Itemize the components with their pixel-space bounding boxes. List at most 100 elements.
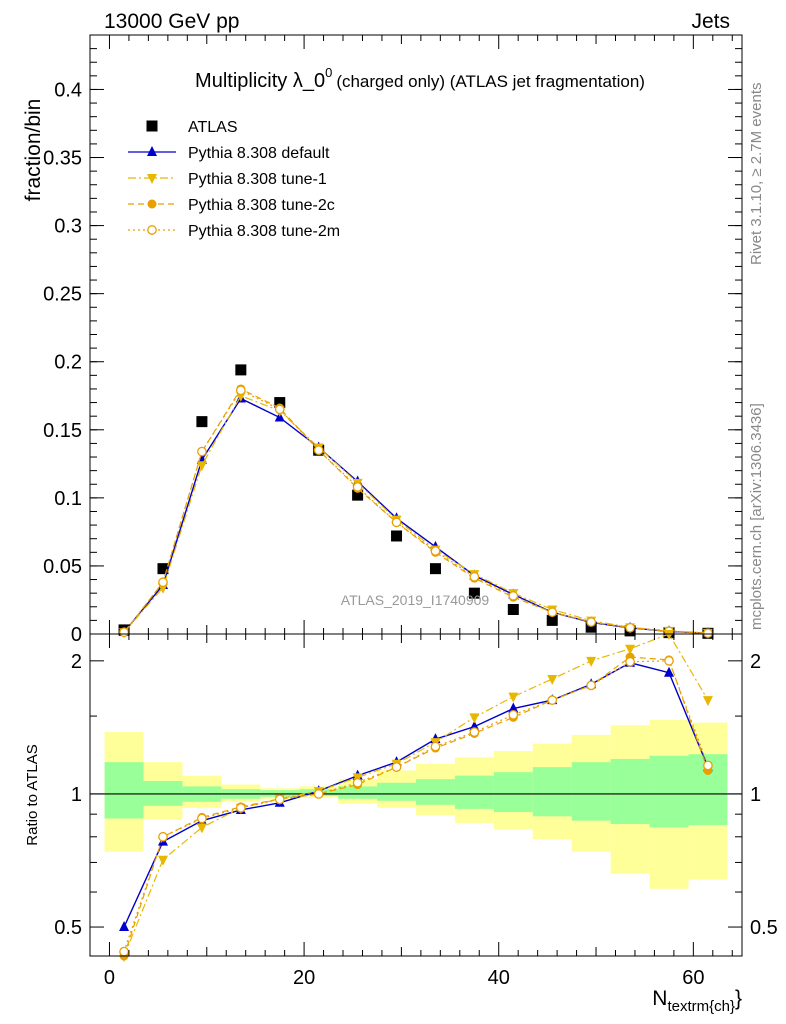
data-point (235, 364, 247, 376)
data-point (429, 563, 441, 575)
analysis-watermark: ATLAS_2019_I1740909 (341, 592, 490, 608)
legend-label: Pythia 8.308 tune-2c (188, 197, 335, 214)
y-tick-label: 2 (71, 651, 82, 673)
y-tick-label: 1 (71, 784, 82, 806)
header-left-label: 13000 GeV pp (104, 10, 239, 33)
data-point (430, 546, 441, 556)
data-point (586, 617, 597, 627)
legend-label: Pythia 8.308 default (188, 145, 330, 162)
data-point (664, 630, 675, 640)
data-point (391, 517, 402, 528)
uncertainty-band-green (338, 786, 378, 799)
data-point (196, 823, 207, 834)
data-point (508, 702, 519, 713)
series-line (123, 633, 709, 957)
ratio-x-axis: 0 20 40 60 (104, 634, 733, 989)
data-point (430, 741, 441, 752)
data-point (625, 622, 635, 633)
data-point (585, 621, 597, 633)
x-tick-label: 60 (682, 967, 704, 989)
data-point (469, 713, 480, 724)
y-tick-label: 0.15 (43, 420, 82, 442)
legend-item: Pythia 8.308 default (128, 145, 330, 162)
uncertainty-band-green (571, 762, 611, 821)
main-title-main: Multiplicity λ_0 (195, 70, 325, 92)
y-tick-label: 0.1 (54, 488, 82, 510)
series-line (123, 660, 709, 952)
y-tick-label: 0.2 (54, 352, 82, 374)
y-tick-label-right: 0.5 (750, 917, 778, 939)
ratio-panel: 0.5 0.5 1 1 2 2 0 20 40 60 Ratio to ATLAS Ntextr… (24, 630, 778, 1015)
data-point (196, 416, 208, 428)
ratio-y-axis-label: Ratio to ATLAS (24, 744, 41, 845)
data-point (703, 628, 713, 639)
y-tick-label: 0.3 (54, 216, 82, 238)
y-tick-label: 0.4 (54, 79, 82, 101)
data-point (352, 777, 363, 788)
data-point (547, 695, 558, 705)
uncertainty-band-green (610, 758, 650, 825)
data-point (197, 446, 207, 457)
data-point (469, 727, 480, 737)
x-axis-label-main: N (652, 987, 667, 1010)
main-panel: 0 0.05 0.1 0.15 0.2 0.25 0.3 0.35 0.4 fraction/b… (22, 34, 743, 646)
main-plot-area (118, 364, 714, 639)
data-point (274, 397, 286, 409)
data-point (664, 655, 674, 666)
data-point (313, 445, 324, 456)
y-tick-label-right: 2 (750, 651, 761, 673)
legend-label: Pythia 8.308 tune-1 (188, 171, 327, 188)
header-right-label: Jets (691, 10, 730, 33)
main-title-sup: 0 (325, 65, 332, 80)
data-point (235, 803, 246, 813)
data-point (507, 603, 519, 615)
y-tick-label: 0.5 (54, 917, 82, 939)
ratio-frame (89, 633, 743, 957)
legend-marker (146, 120, 158, 132)
uncertainty-band-green (104, 762, 144, 819)
data-point (352, 482, 363, 492)
data-point (313, 789, 324, 799)
data-point (469, 571, 480, 582)
data-point (119, 921, 130, 932)
legend-marker (147, 174, 157, 184)
data-point (158, 577, 168, 588)
data-point (119, 627, 129, 638)
data-point (703, 760, 713, 771)
legend-label: Pythia 8.308 tune-2m (188, 223, 340, 240)
data-point (352, 489, 364, 501)
legend-item: ATLAS (146, 119, 238, 136)
data-point (468, 587, 480, 599)
data-point (508, 709, 519, 720)
data-point (196, 461, 207, 472)
main-title-rest: (charged only) (ATLAS jet fragmentation) (336, 72, 645, 91)
data-point (157, 563, 169, 575)
data-point (391, 530, 403, 542)
data-point (197, 813, 207, 824)
legend-marker (147, 199, 157, 209)
legend-label: ATLAS (188, 119, 238, 136)
main-y-axis: 0 0.05 0.1 0.15 0.2 0.25 0.3 0.35 0.4 (43, 48, 742, 646)
uncertainty-band-green (454, 775, 494, 809)
x-tick-label: 40 (488, 967, 510, 989)
data-point (586, 656, 597, 667)
data-point (664, 666, 675, 677)
series-pythia-8-308-tune-2m (119, 655, 713, 957)
uncertainty-band-green (493, 772, 533, 813)
data-point (235, 385, 246, 396)
y-tick-label: 0.05 (43, 556, 82, 578)
uncertainty-band-green (649, 755, 689, 828)
main-y-axis-label: fraction/bin (22, 99, 45, 202)
data-point (391, 762, 402, 772)
data-point (625, 656, 635, 667)
legend-item: Pythia 8.308 tune-1 (128, 171, 327, 188)
x-axis-label-sub: textrm{ch} (667, 998, 735, 1015)
uncertainty-band-green (416, 779, 455, 805)
mcplots-source-label: mcplots.cern.ch [arXiv:1306.3436] (748, 403, 765, 630)
y-tick-label-right: 1 (750, 784, 761, 806)
data-point (274, 794, 285, 805)
x-tick-label: 0 (104, 967, 115, 989)
data-point (547, 607, 558, 618)
legend-item: Pythia 8.308 tune-2c (128, 197, 335, 214)
